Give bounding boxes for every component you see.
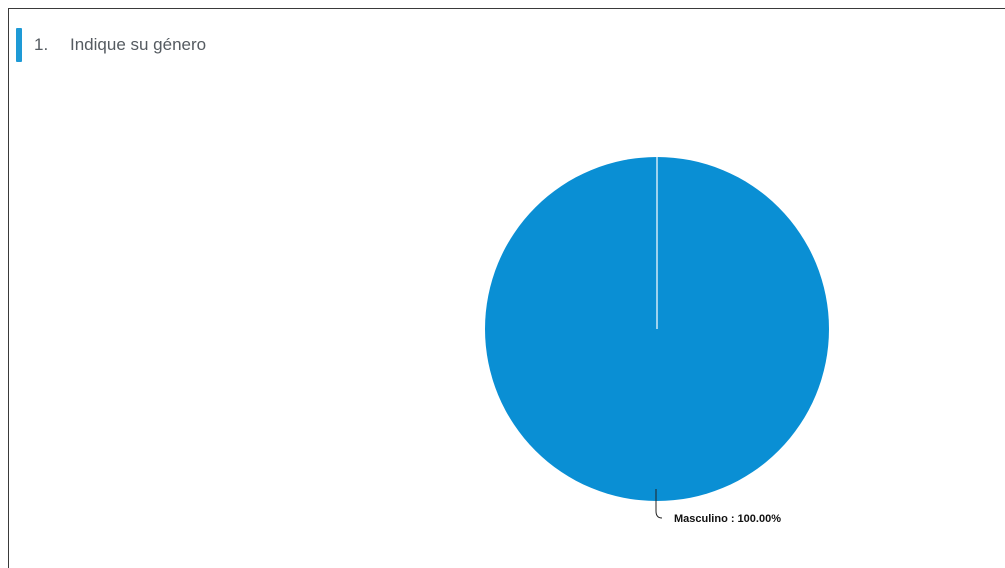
question-title: Indique su género: [70, 35, 207, 54]
label-leader-line: [655, 489, 663, 519]
pie-labels: Masculino : 100.00%: [655, 489, 781, 525]
slice-label: Masculino : 100.00%: [674, 513, 781, 525]
question-number: 1.: [34, 35, 49, 54]
pie-slices: [485, 157, 829, 501]
question-header: 1. Indique su género: [16, 28, 206, 62]
accent-bar: [16, 28, 22, 62]
